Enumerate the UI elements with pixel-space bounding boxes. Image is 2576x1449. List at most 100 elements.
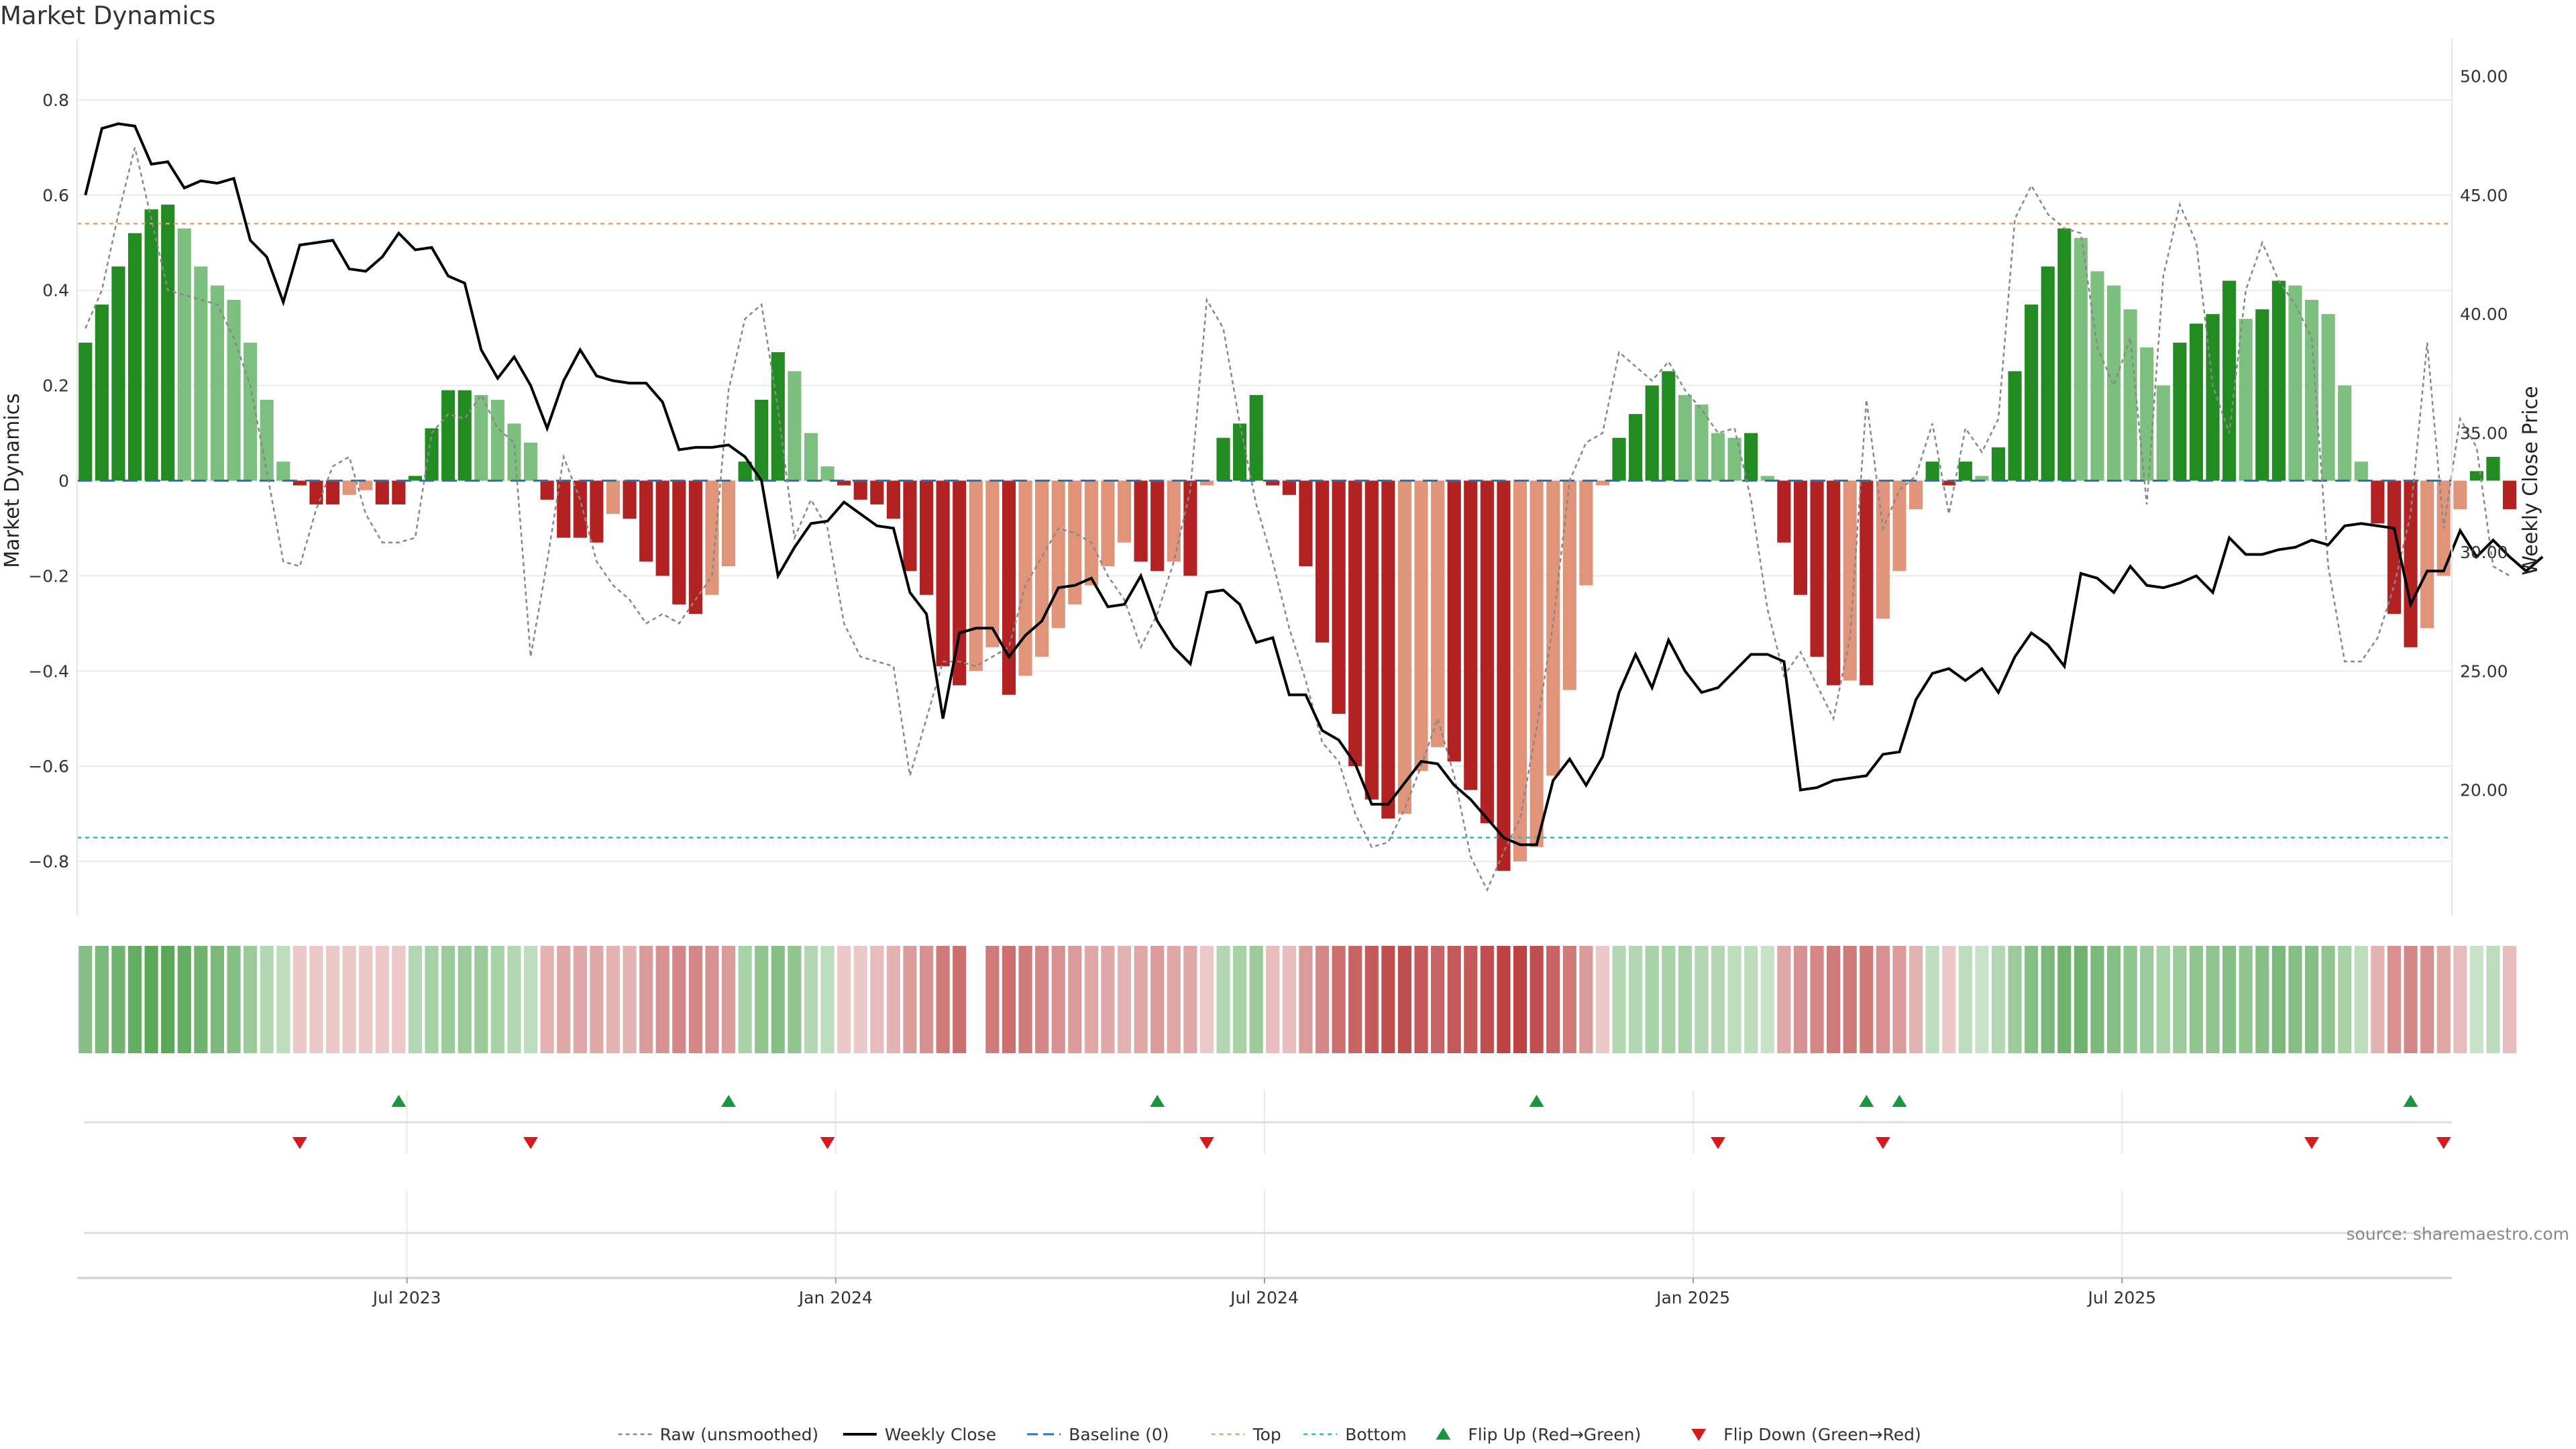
regime-cell [672,946,686,1053]
dynamics-bar [1101,480,1115,567]
regime-cell [788,946,802,1053]
legend-label: Raw (unsmoothed) [660,1425,819,1444]
y-right-tick-label: 35.00 [2460,424,2508,443]
regime-cell [1299,946,1313,1053]
regime-cell [1546,946,1560,1053]
dynamics-bar [359,480,373,490]
regime-cell [1892,946,1907,1053]
regime-cell [260,946,274,1053]
dynamics-bar [1975,476,1989,481]
legend-swatch-flip-down [1691,1429,1707,1441]
legend-label: Baseline (0) [1069,1425,1169,1444]
regime-cell [1381,946,1395,1053]
dynamics-bar [1727,437,1741,481]
dynamics-bar [95,305,109,481]
regime-cell [1002,946,1016,1053]
flip-up-marker [721,1095,737,1107]
dynamics-bar [408,476,423,481]
dynamics-bar [2041,266,2055,481]
dynamics-bar [969,480,983,672]
dynamics-bar [2354,462,2368,481]
dynamics-bar [672,480,686,604]
y-tick-label: 0.2 [42,376,69,396]
dynamics-bar [936,480,950,667]
close-series-line [84,122,2544,847]
regime-cell [623,946,637,1053]
regime-strip [78,946,2517,1053]
dynamics-bar [1678,394,1692,481]
dynamics-bar [2189,323,2204,481]
regime-cell [1529,946,1544,1053]
flip-down-marker [2304,1137,2320,1149]
regime-cell [705,946,719,1053]
dynamics-bar [2156,385,2170,481]
regime-cell [1876,946,1890,1053]
flip-up-marker [1892,1095,1907,1107]
x-axis: Jul 2023 Jan 2024 Jul 2024 Jan 2025 Jul 2025 [77,1277,2452,1307]
dynamics-bar [1810,480,1824,657]
regime-cell [2041,946,2055,1053]
y-right-tick-label: 45.00 [2460,186,2508,205]
regime-cell [490,946,504,1053]
regime-cell [95,946,109,1053]
dynamics-bar [639,480,653,562]
dynamics-bar [1579,480,1593,586]
regime-cell [639,946,653,1053]
regime-cell [853,946,867,1053]
x-tick-label: Jan 2025 [1655,1288,1730,1307]
regime-cell [1447,946,1461,1053]
dynamics-bar [1299,480,1313,567]
dynamics-bar [886,480,900,519]
dynamics-bar [1480,480,1494,824]
regime-cell [738,946,752,1053]
dynamics-bar [1249,394,1263,481]
dynamics-bar [2057,228,2072,481]
regime-cell [755,946,769,1053]
regime-cell [2140,946,2154,1053]
regime-cell [1711,946,1725,1053]
regime-cell [1860,946,1874,1053]
regime-cell [1233,946,1247,1053]
regime-cell [342,946,356,1053]
dynamics-bar [1216,437,1230,481]
y-tick-label: 0.4 [42,281,69,301]
flip-up-marker [1529,1095,1544,1107]
dynamics-bar [1711,433,1725,481]
dynamics-bar [1562,480,1576,690]
regime-cell [2156,946,2170,1053]
dynamics-bar [1364,480,1379,800]
regime-cell [2206,946,2220,1053]
dynamics-bar [2321,314,2335,481]
regime-cell [78,946,93,1053]
flip-down-marker [1875,1137,1890,1149]
reference-lines [77,223,2452,839]
regime-cell [1018,946,1032,1053]
dynamics-bar [292,480,307,486]
regime-cell [2387,946,2402,1053]
dynamics-bar [127,233,142,481]
regime-cell [1562,946,1576,1053]
dynamics-bar [210,285,225,481]
regime-cell [507,946,521,1053]
regime-cell [392,946,406,1053]
regime-cell [1678,946,1692,1053]
regime-cell [144,946,158,1053]
dynamics-bar [1134,480,1148,562]
dynamics-bar [2090,271,2104,481]
dynamics-bar [474,394,488,481]
flip-up-marker [1150,1095,1165,1107]
dynamics-bar [1431,480,1445,747]
dynamics-bar [1266,480,1280,486]
regime-cell [194,946,208,1053]
regime-cell [1414,946,1428,1053]
dynamics-bar [1645,385,1659,481]
regime-cell [2453,946,2467,1053]
dynamics-bar [2371,480,2385,524]
regime-cell [2239,946,2253,1053]
dynamics-bar [2304,299,2319,481]
dynamics-bar [1414,480,1428,771]
regime-cell [1084,946,1098,1053]
dynamics-bar [837,480,851,486]
axes: −0.8 −0.6 −0.4 −0.2 0 0.2 0.4 0.6 0.8 20.00 25.00 3… [1,39,2542,916]
